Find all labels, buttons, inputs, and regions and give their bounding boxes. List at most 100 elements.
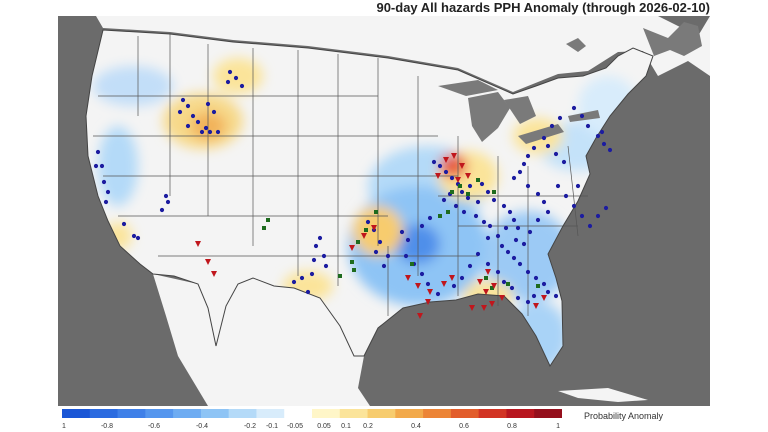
- report-dot: [561, 159, 567, 165]
- report-dot: [419, 271, 425, 277]
- report-dot: [485, 235, 491, 241]
- report-dot: [481, 219, 487, 225]
- report-dot: [475, 199, 481, 205]
- report-dot: [563, 193, 569, 199]
- report-dot: [101, 179, 107, 185]
- report-dot: [511, 217, 517, 223]
- report-dot: [495, 269, 501, 275]
- hail-report: [484, 276, 488, 280]
- report-dot: [427, 215, 433, 221]
- tornado-report: [443, 157, 449, 163]
- tornado-report: [459, 163, 465, 169]
- tornado-report: [349, 245, 355, 251]
- legend-tick-label: -0.05: [287, 423, 303, 430]
- legend-tick-label: -0.1: [266, 423, 278, 430]
- report-dot: [513, 237, 519, 243]
- report-dot: [575, 183, 581, 189]
- report-dot: [607, 147, 613, 153]
- hail-report: [490, 286, 494, 290]
- report-dot: [517, 261, 523, 267]
- report-dot: [95, 149, 101, 155]
- hail-report: [450, 190, 454, 194]
- legend-tick-label: 0.4: [411, 423, 421, 430]
- report-dot: [321, 253, 327, 259]
- report-dot: [603, 205, 609, 211]
- lake-huron: [504, 96, 536, 124]
- report-dot: [299, 275, 305, 281]
- report-dot: [571, 105, 577, 111]
- legend-tick-label: 0.6: [459, 423, 469, 430]
- report-dot: [511, 175, 517, 181]
- legend-swatch: [228, 409, 257, 418]
- tornado-report: [449, 275, 455, 281]
- report-dot: [541, 281, 547, 287]
- report-dot: [503, 225, 509, 231]
- legend-swatch: [339, 409, 369, 418]
- tornado-report: [465, 173, 471, 179]
- report-dot: [533, 275, 539, 281]
- report-dot: [545, 209, 551, 215]
- cuba-land: [558, 388, 648, 402]
- pph-anomaly-map: [58, 16, 710, 406]
- legend-swatch: [117, 409, 146, 418]
- legend-swatch: [284, 409, 313, 418]
- report-dot: [505, 249, 511, 255]
- report-dot: [403, 253, 409, 259]
- report-dot: [535, 191, 541, 197]
- report-dot: [473, 213, 479, 219]
- tornado-report: [469, 305, 475, 311]
- tornado-report: [417, 313, 423, 319]
- hail-report: [438, 214, 442, 218]
- report-dot: [461, 209, 467, 215]
- report-dot: [553, 151, 559, 157]
- report-dot: [373, 249, 379, 255]
- canada-land: [78, 16, 710, 92]
- report-dot: [491, 197, 497, 203]
- legend-tick-label: 0.05: [317, 423, 331, 430]
- tornado-report: [415, 283, 421, 289]
- report-dot: [515, 225, 521, 231]
- report-dot: [185, 103, 191, 109]
- report-dot: [215, 129, 221, 135]
- report-dot: [121, 221, 127, 227]
- report-dot: [211, 109, 217, 115]
- tornado-report: [541, 295, 547, 301]
- report-dot: [431, 159, 437, 165]
- map-title: 90-day All hazards PPH Anomaly (through …: [376, 0, 710, 15]
- hail-report: [364, 228, 368, 232]
- legend-tick-label: 1: [62, 423, 66, 430]
- report-dot: [203, 125, 209, 131]
- report-dot: [291, 279, 297, 285]
- hail-report: [476, 178, 480, 182]
- report-dot: [475, 251, 481, 257]
- legend-swatch: [312, 409, 341, 418]
- report-dot: [317, 235, 323, 241]
- report-dot: [135, 235, 141, 241]
- legend-tick-label: -0.6: [148, 423, 160, 430]
- tornado-report: [455, 177, 461, 183]
- report-dot: [599, 129, 605, 135]
- report-dot: [449, 175, 455, 181]
- report-dot: [521, 241, 527, 247]
- report-dot: [177, 109, 183, 115]
- tornado-report: [441, 281, 447, 287]
- report-dot: [99, 163, 105, 169]
- hail-report: [262, 226, 266, 230]
- tornado-report: [195, 241, 201, 247]
- tornado-report: [477, 279, 483, 285]
- report-dot: [195, 119, 201, 125]
- report-dot: [515, 295, 521, 301]
- hail-report: [506, 282, 510, 286]
- report-dot: [525, 299, 531, 305]
- legend-swatch: [89, 409, 119, 418]
- tornado-report: [371, 225, 377, 231]
- legend-tick-label: 0.2: [363, 423, 373, 430]
- hail-report: [458, 184, 462, 188]
- report-dot: [579, 113, 585, 119]
- hail-report: [374, 210, 378, 214]
- report-dot: [549, 123, 555, 129]
- tornado-report: [489, 301, 495, 307]
- anomaly-legend: 1 -0.8 -0.6 -0.4 -0.2 -0.1 -0.05 0.05 0.1 0.2 0.4 0…: [62, 409, 562, 430]
- hail-report: [492, 190, 496, 194]
- report-dot: [385, 253, 391, 259]
